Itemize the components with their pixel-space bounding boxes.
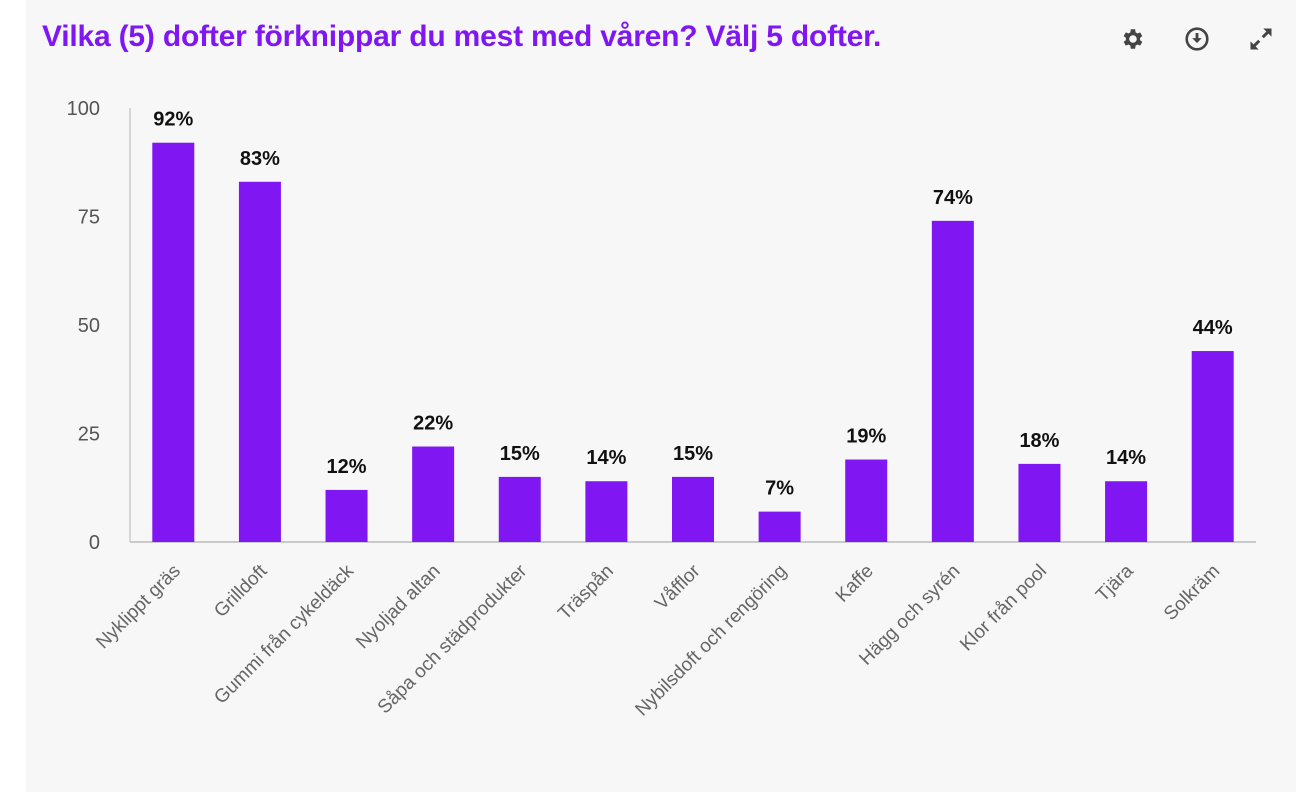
bar[interactable] [585, 481, 628, 542]
x-tick-label: Nyoljad altan [352, 561, 445, 654]
settings-button[interactable] [1115, 22, 1149, 56]
data-label: 14% [1106, 447, 1146, 469]
data-label: 92% [153, 109, 193, 131]
bar[interactable] [412, 446, 455, 542]
x-tick-label: Klor från pool [956, 561, 1051, 656]
x-tick-label: Såpa och städprodukter [374, 560, 532, 718]
bar[interactable] [325, 489, 368, 542]
bar[interactable] [931, 220, 974, 542]
x-tick-label: Kaffe [832, 561, 878, 607]
bar[interactable] [1191, 351, 1234, 542]
data-label: 12% [327, 456, 367, 478]
data-label: 74% [933, 187, 973, 209]
data-label: 7% [765, 478, 794, 500]
data-label: 15% [500, 443, 540, 465]
bar[interactable] [152, 142, 195, 542]
download-circle-icon [1185, 27, 1209, 51]
x-tick-label: Träspån [554, 561, 618, 625]
bar[interactable] [498, 476, 541, 542]
data-label: 18% [1019, 430, 1059, 452]
x-tick-label: Våfflor [651, 560, 705, 614]
bar[interactable] [672, 476, 714, 542]
x-tick-label: Nyklippt gräs [92, 561, 185, 654]
data-label: 19% [846, 426, 886, 448]
x-tick-label: Gummi från cykeldäck [210, 560, 358, 708]
data-labels: 92% 83% 12% 22% 15% 14% 15% 7% 19% 74% 18% 14% 44% [153, 109, 1233, 500]
y-tick-label: 100 [67, 98, 100, 120]
x-tick-label: Grilldoft [210, 560, 272, 622]
x-tick-label: Nybilsdoft och rengöring [631, 561, 791, 721]
data-label: 22% [413, 413, 453, 435]
bar[interactable] [758, 511, 801, 542]
y-tick-label: 50 [78, 315, 100, 337]
bar[interactable] [1105, 481, 1148, 542]
expand-icon [1250, 28, 1272, 50]
y-tick-label: 0 [89, 532, 100, 554]
chart-panel [26, 0, 1296, 792]
bar[interactable] [845, 459, 888, 542]
bar[interactable] [238, 181, 281, 542]
chart-title: Vilka (5) dofter förknippar du mest med … [42, 20, 882, 53]
bars [152, 142, 1234, 542]
fullscreen-button[interactable] [1244, 22, 1278, 56]
x-tick-label: Tjära [1092, 560, 1138, 606]
bar[interactable] [1018, 463, 1061, 542]
y-tick-label: 75 [78, 207, 100, 229]
y-axis-ticks: 0 25 50 75 100 [67, 98, 100, 554]
y-tick-label: 25 [78, 424, 100, 446]
data-label: 15% [673, 443, 713, 465]
x-tick-label: Solkräm [1160, 561, 1224, 625]
gear-icon [1123, 29, 1143, 49]
download-button[interactable] [1180, 22, 1214, 56]
data-label: 44% [1193, 317, 1233, 339]
data-label: 83% [240, 148, 280, 170]
data-label: 14% [586, 447, 626, 469]
